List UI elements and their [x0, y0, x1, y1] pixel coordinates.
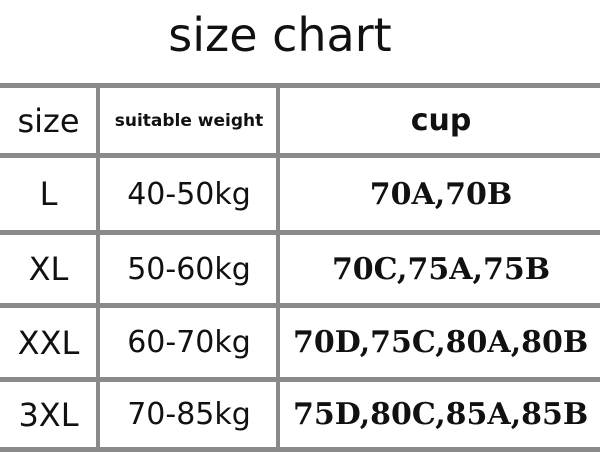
size-cell: L [39, 175, 58, 213]
weight-cell: 70-85kg [127, 397, 251, 432]
table-divider [0, 83, 600, 88]
size-cell: XL [28, 250, 69, 288]
weight-cell: 50-60kg [127, 251, 251, 287]
weight-cell: 60-70kg [127, 325, 251, 360]
table-divider [0, 153, 600, 158]
header-size: size [17, 101, 80, 140]
size-cell: 3XL [18, 395, 79, 434]
cup-cell: 70C,75A,75B [331, 251, 551, 287]
column-divider [276, 87, 280, 452]
page-title: size chart [168, 8, 392, 62]
cup-cell: 70A,70B [369, 176, 513, 212]
weight-cell: 40-50kg [127, 176, 251, 212]
cup-cell: 75D,80C,85A,85B [293, 397, 589, 432]
table-divider [0, 230, 600, 235]
table-divider [0, 377, 600, 382]
cup-cell: 70D,75C,80A,80B [293, 325, 589, 360]
column-divider [96, 87, 100, 452]
table-divider [0, 447, 600, 452]
header-weight: suitable weight [114, 110, 264, 131]
header-cup: cup [410, 103, 472, 138]
table-divider [0, 303, 600, 308]
size-cell: XXL [17, 323, 80, 362]
